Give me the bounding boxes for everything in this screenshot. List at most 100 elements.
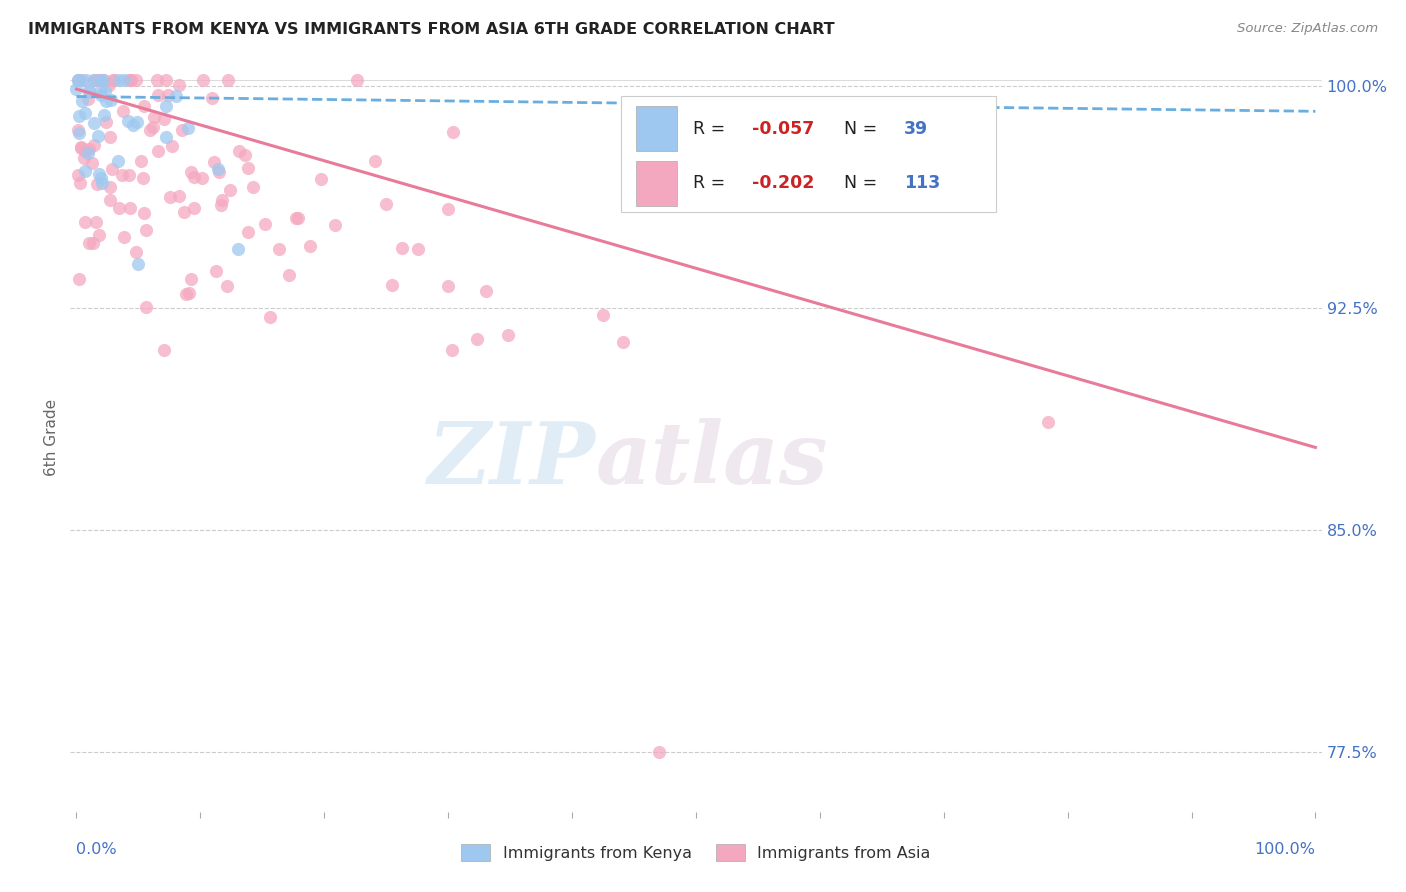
Point [90, 170, 112, 185]
Point [90, 73, 112, 87]
Point [408, 242, 430, 256]
Point [67, 123, 90, 137]
Point [204, 264, 226, 278]
Point [209, 198, 232, 212]
Text: atlas: atlas [596, 417, 828, 501]
Point [129, 154, 152, 169]
Point [93, 73, 115, 87]
Text: -0.202: -0.202 [752, 174, 814, 193]
Point [87, 129, 110, 144]
Point [242, 179, 264, 194]
Point [202, 154, 225, 169]
Point [267, 242, 290, 256]
Point [87, 167, 110, 181]
Point [91, 176, 114, 190]
Point [437, 202, 460, 216]
Point [83, 73, 105, 87]
Point [139, 122, 162, 136]
Point [108, 202, 131, 216]
Point [98, 130, 121, 145]
Point [592, 308, 614, 322]
Text: IMMIGRANTS FROM KENYA VS IMMIGRANTS FROM ASIA 6TH GRADE CORRELATION CHART: IMMIGRANTS FROM KENYA VS IMMIGRANTS FROM… [28, 22, 835, 37]
Point [183, 170, 205, 185]
Point [67, 127, 90, 141]
Point [218, 183, 240, 197]
Point [436, 279, 458, 293]
Point [66, 73, 89, 87]
Point [93, 107, 115, 121]
Point [146, 88, 169, 103]
Point [217, 73, 239, 87]
Point [1036, 415, 1059, 429]
Point [284, 211, 307, 226]
Point [172, 122, 194, 136]
Point [69, 176, 91, 190]
FancyBboxPatch shape [621, 96, 997, 212]
Point [103, 73, 125, 87]
Point [107, 153, 129, 168]
Text: 113: 113 [904, 174, 941, 193]
Point [132, 206, 155, 220]
Point [125, 114, 148, 128]
Point [76, 92, 98, 106]
Point [364, 154, 387, 169]
Point [67, 272, 90, 286]
Point [443, 125, 465, 139]
Point [207, 165, 229, 179]
Point [66, 73, 89, 87]
Text: R =: R = [693, 174, 731, 193]
Text: 39: 39 [904, 120, 928, 137]
Point [146, 73, 169, 87]
Point [112, 103, 135, 118]
Point [77, 145, 100, 160]
Point [309, 171, 332, 186]
Point [89, 73, 111, 87]
Point [75, 73, 97, 87]
Point [77, 82, 100, 96]
Point [66, 168, 89, 182]
Point [323, 218, 346, 232]
Point [77, 85, 100, 99]
Point [125, 73, 148, 87]
Point [98, 194, 121, 208]
Point [207, 161, 229, 176]
Point [236, 161, 259, 175]
Point [146, 144, 169, 158]
Point [80, 155, 103, 169]
Point [177, 121, 200, 136]
Point [120, 202, 142, 216]
Point [86, 73, 108, 87]
Text: -0.057: -0.057 [752, 120, 814, 137]
Point [475, 284, 498, 298]
Point [65, 82, 87, 96]
Point [107, 73, 129, 87]
Point [612, 335, 634, 350]
Point [287, 211, 309, 226]
Text: N =: N = [844, 120, 883, 137]
Point [82, 235, 104, 250]
Point [103, 73, 125, 87]
Legend: Immigrants from Kenya, Immigrants from Asia: Immigrants from Kenya, Immigrants from A… [456, 838, 936, 867]
Point [117, 113, 139, 128]
Point [156, 88, 179, 103]
Point [77, 236, 100, 251]
Point [75, 214, 97, 228]
Point [91, 73, 114, 87]
Point [112, 229, 135, 244]
Point [98, 180, 121, 194]
Point [132, 171, 155, 186]
Point [180, 271, 202, 285]
Point [100, 93, 122, 107]
Point [132, 98, 155, 112]
Point [89, 85, 111, 99]
Point [159, 190, 181, 204]
Point [127, 257, 149, 271]
Point [69, 73, 91, 87]
Point [153, 112, 176, 126]
Point [173, 205, 195, 219]
Point [177, 286, 200, 301]
Text: N =: N = [844, 174, 883, 193]
Point [100, 161, 122, 176]
Text: R =: R = [693, 120, 731, 137]
Point [94, 84, 117, 98]
